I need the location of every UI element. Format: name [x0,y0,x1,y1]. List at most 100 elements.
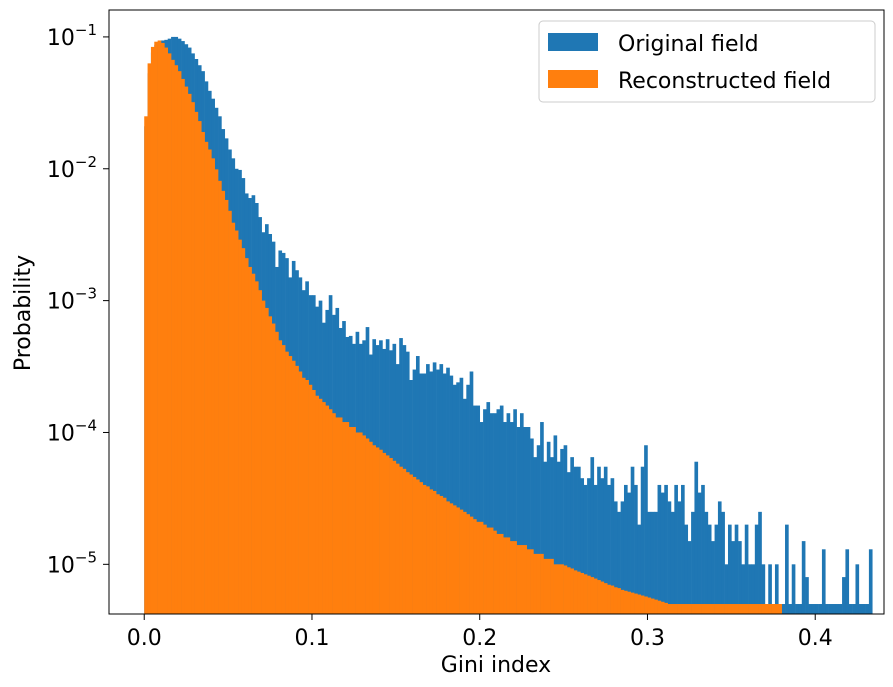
histogram-bar [744,524,749,614]
histogram-bar [647,597,652,614]
x-tick-label: 0.0 [127,626,162,651]
histogram-bar [228,210,232,615]
histogram-bar [493,413,497,614]
histogram-bar [191,102,195,614]
histogram-bar [630,466,635,614]
histogram-bar [315,395,319,614]
histogram-bar [560,564,564,614]
histogram-bar [265,307,269,614]
histogram-bar [184,86,189,615]
histogram-bar [546,558,551,614]
histogram-bar [587,478,591,614]
histogram-bar [667,501,672,614]
histogram-bar [342,422,346,614]
histogram-bar [469,371,474,614]
histogram-bar [550,558,554,614]
histogram-bar [503,422,507,614]
histogram-bar [432,362,437,614]
histogram-bar [681,604,685,614]
histogram-bar [711,541,715,614]
histogram-bar [691,511,695,614]
histogram-bar [281,345,286,614]
histogram-bar [550,457,554,614]
histogram-bar [768,604,772,614]
y-tick-label: 10−5 [47,548,97,578]
histogram-bar [640,595,645,614]
histogram-bar [503,537,507,614]
histogram-bar [476,405,481,614]
histogram-bar [493,530,497,614]
histogram-bar [533,457,538,614]
histogram-bar [590,457,595,614]
histogram-bar [509,422,514,614]
histogram-bar [214,169,219,614]
histogram-bar [462,511,467,614]
histogram-bar [556,564,561,614]
histogram-bar [154,41,158,614]
histogram-bar [774,604,779,614]
histogram-bar [660,601,665,614]
histogram-bar [681,484,685,614]
histogram-bar [697,492,702,614]
histogram-bar [328,409,333,614]
histogram-bar [211,158,215,614]
histogram-bar [825,604,829,614]
histogram-bar [741,604,746,614]
histogram-bar [674,604,678,614]
histogram-bar [167,53,172,614]
histogram-bar [291,360,296,614]
histogram-bar [536,445,541,614]
histogram-bar [805,577,809,614]
histogram-bar [865,604,870,614]
histogram-bar [657,600,662,614]
histogram-bar [774,564,779,614]
histogram-bar [519,413,524,614]
histogram-bar [543,461,548,614]
histogram-bar [868,549,873,614]
histogram-bar [489,413,494,614]
histogram-bar [523,545,527,614]
histogram-bar [308,384,313,614]
histogram-bar [858,604,863,614]
histogram-bar [338,417,343,614]
histogram-bar [556,461,561,614]
histogram-bar [392,460,397,614]
histogram-bar [832,604,836,614]
histogram-bar [449,503,454,614]
histogram-bar [687,604,692,614]
histogram-bar [801,541,806,614]
histogram-bar [399,466,403,614]
histogram-bar [553,435,558,614]
histogram-bar [157,40,162,614]
histogram-bar [724,604,729,614]
histogram-bar [727,604,732,614]
histogram-bar [593,578,598,614]
histogram-bar [546,441,551,614]
histogram-bar [523,427,527,614]
histogram-bar [650,598,655,614]
histogram-bar [479,521,484,614]
histogram-bar [761,604,766,614]
histogram-bar [442,373,447,614]
histogram-bar [268,316,273,614]
y-axis-label: Probability [11,255,36,371]
histogram-bar [627,591,631,614]
histogram-bar [345,422,350,614]
legend-swatch-original-field [548,33,598,51]
histogram-bar [476,521,481,614]
histogram-bar [791,564,796,614]
histogram-bar [845,549,850,614]
histogram-bar [623,484,628,614]
histogram-bar [798,604,803,614]
y-axis-ticks: 10−5 10−4 10−3 10−2 10−1 [47,21,109,578]
histogram-bar [610,478,615,614]
histogram-bar [553,564,558,614]
histogram-bar [724,564,729,614]
legend: Original field Reconstructed field [538,20,876,103]
histogram-bar [369,441,373,614]
histogram-bar [758,511,762,614]
histogram-bar [496,409,501,614]
histogram-bar [577,466,581,614]
histogram-bar [603,583,608,614]
